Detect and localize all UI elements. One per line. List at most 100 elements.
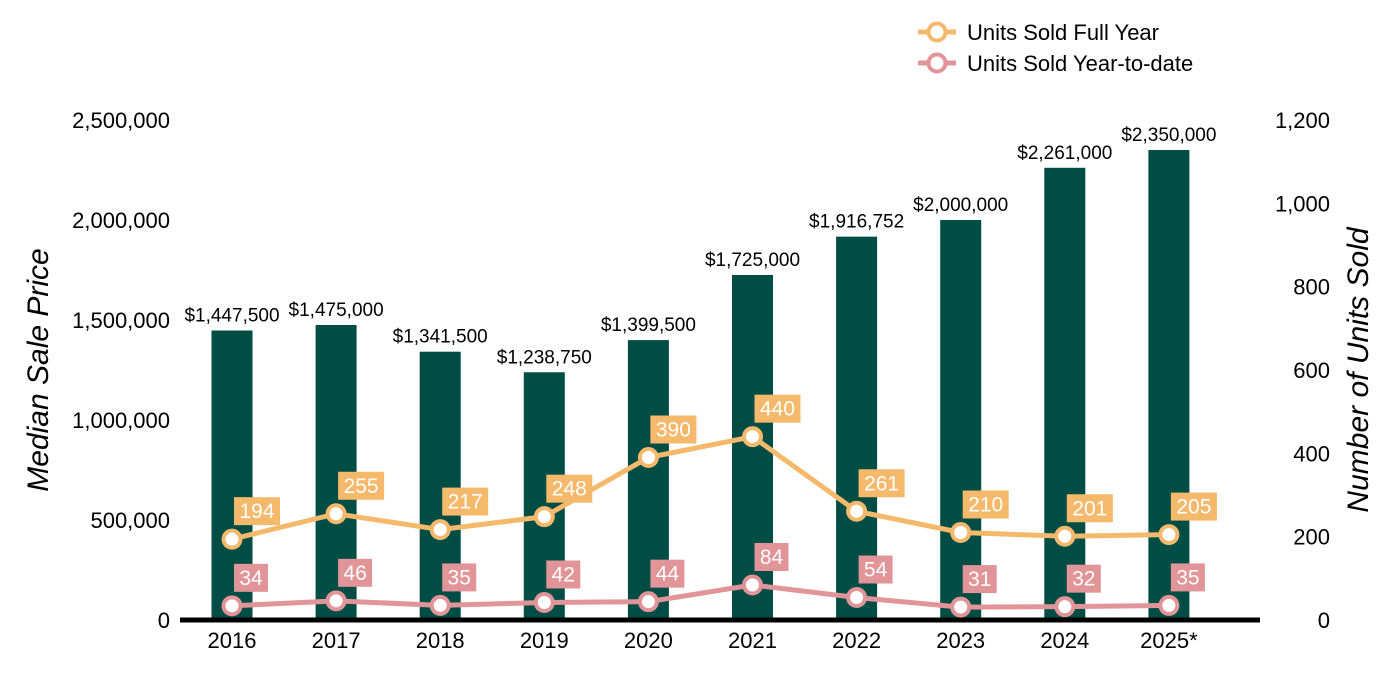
x-tick-label: 2021	[728, 628, 777, 653]
series-1: 34 46 35 42 44 84 54 31 32 35	[221, 543, 1205, 618]
bar-value-label: $1,725,000	[705, 250, 800, 271]
point-label-box	[338, 558, 373, 587]
series-point	[221, 595, 243, 617]
series-point	[429, 519, 451, 541]
series-point	[533, 592, 555, 613]
point-label: 42	[552, 564, 575, 587]
point-label-box	[546, 474, 593, 503]
series-point	[637, 591, 659, 613]
point-label-box	[442, 487, 489, 516]
point-label: 84	[760, 546, 784, 569]
series-line	[231, 434, 1169, 542]
x-tick-label: 2017	[312, 628, 361, 653]
series-point	[950, 522, 972, 543]
legend: Units Sold Full Year Units Sold Year-to-d…	[918, 20, 1193, 76]
point-label-box	[754, 543, 789, 571]
point-label: 35	[448, 566, 471, 589]
bar-value-label: $1,447,500	[184, 306, 279, 327]
point-label: 31	[968, 568, 991, 591]
point-label-box	[1170, 563, 1205, 592]
series-point	[1054, 596, 1076, 618]
x-tick-label: 2016	[208, 628, 257, 653]
point-label: 261	[864, 472, 899, 495]
point-label-box	[962, 490, 1009, 519]
y2-tick-label: 1,000	[1275, 191, 1330, 216]
x-axis: 2016 2017 2018 2019 2020 2021 2022 2023 2024 2025…	[208, 628, 1199, 653]
point-label-box	[1066, 564, 1101, 593]
bar	[1148, 150, 1190, 620]
y2-tick-label: 1,200	[1275, 108, 1330, 133]
series-0: 194 255 217 248 390 440 261 210 201 205	[221, 394, 1217, 550]
point-label-box	[754, 394, 801, 423]
y2-tick-label: 0	[1318, 608, 1330, 633]
point-label: 205	[1176, 496, 1211, 519]
series-point	[533, 506, 555, 528]
point-label-box	[962, 565, 997, 594]
point-label-box	[234, 563, 268, 592]
line-series: 194 255 217 248 390 440 261 210 201 205 34 46 35 42 44…	[221, 394, 1217, 618]
x-tick-label: 2022	[832, 628, 881, 653]
point-label-box	[858, 555, 893, 584]
series-point	[1054, 525, 1076, 547]
point-label: 248	[552, 478, 587, 501]
point-label: 194	[239, 500, 274, 523]
series-point	[742, 426, 763, 448]
series-point	[846, 500, 868, 522]
series-point	[1158, 594, 1180, 616]
y-tick-label: 1,500,000	[72, 308, 170, 333]
point-label: 34	[239, 567, 263, 590]
bar-value-label: $2,350,000	[1121, 125, 1216, 146]
series-point	[1158, 524, 1180, 546]
series-point	[846, 587, 868, 608]
series-point	[950, 596, 972, 618]
bar-value-label: $1,916,752	[809, 212, 904, 233]
bar-value-label: $1,341,500	[393, 327, 488, 348]
y-tick-label: 1,000,000	[72, 408, 170, 433]
x-tick-label: 2019	[520, 628, 569, 653]
series-point	[325, 503, 347, 525]
point-label: 390	[656, 419, 691, 442]
y2-tick-label: 800	[1293, 275, 1330, 300]
y-tick-label: 2,000,000	[72, 208, 170, 233]
bar-value-label: $2,000,000	[913, 195, 1008, 216]
series-point	[221, 528, 243, 550]
point-label-box	[858, 469, 905, 498]
point-label: 217	[448, 491, 483, 514]
legend-marker	[926, 21, 948, 43]
bar	[940, 220, 982, 620]
y2-tick-label: 200	[1293, 525, 1330, 550]
series-point	[429, 594, 451, 616]
point-label: 35	[1176, 566, 1199, 589]
point-label: 210	[968, 494, 1003, 517]
y-tick-label: 500,000	[90, 508, 170, 533]
y-tick-label: 2,500,000	[72, 108, 170, 133]
x-tick-label: 2025*	[1140, 628, 1198, 653]
series-line	[231, 582, 1169, 610]
bar-value-label: $2,261,000	[1017, 143, 1112, 164]
point-label: 255	[344, 475, 379, 498]
bar-value-label: $1,238,750	[497, 347, 592, 368]
legend-label: Units Sold Full Year	[967, 20, 1159, 45]
point-label: 32	[1072, 568, 1095, 591]
point-label: 44	[656, 563, 680, 586]
y-axis: 0 500,000 1,000,000 1,500,000 2,000,000 2,500…	[72, 108, 170, 633]
y2-tick-label: 600	[1293, 358, 1330, 383]
bar-value-label: $1,475,000	[289, 300, 384, 321]
series-point	[742, 574, 763, 596]
x-tick-label: 2020	[624, 628, 673, 653]
point-label: 201	[1072, 497, 1107, 520]
series-point	[325, 590, 347, 612]
legend-marker	[926, 52, 948, 74]
point-label-box	[338, 471, 385, 500]
bars: $1,447,500 $1,475,000 $1,341,500 $1,238,750…	[184, 125, 1216, 621]
point-label-box	[442, 563, 477, 592]
point-label: 54	[864, 559, 888, 582]
x-tick-label: 2023	[936, 628, 985, 653]
y-axis-title: Median Sale Price	[22, 248, 55, 491]
point-label: 440	[760, 398, 795, 421]
x-tick-label: 2018	[416, 628, 465, 653]
y2-tick-label: 400	[1293, 441, 1330, 466]
legend-label: Units Sold Year-to-date	[967, 51, 1193, 76]
bar-value-label: $1,399,500	[601, 315, 696, 336]
